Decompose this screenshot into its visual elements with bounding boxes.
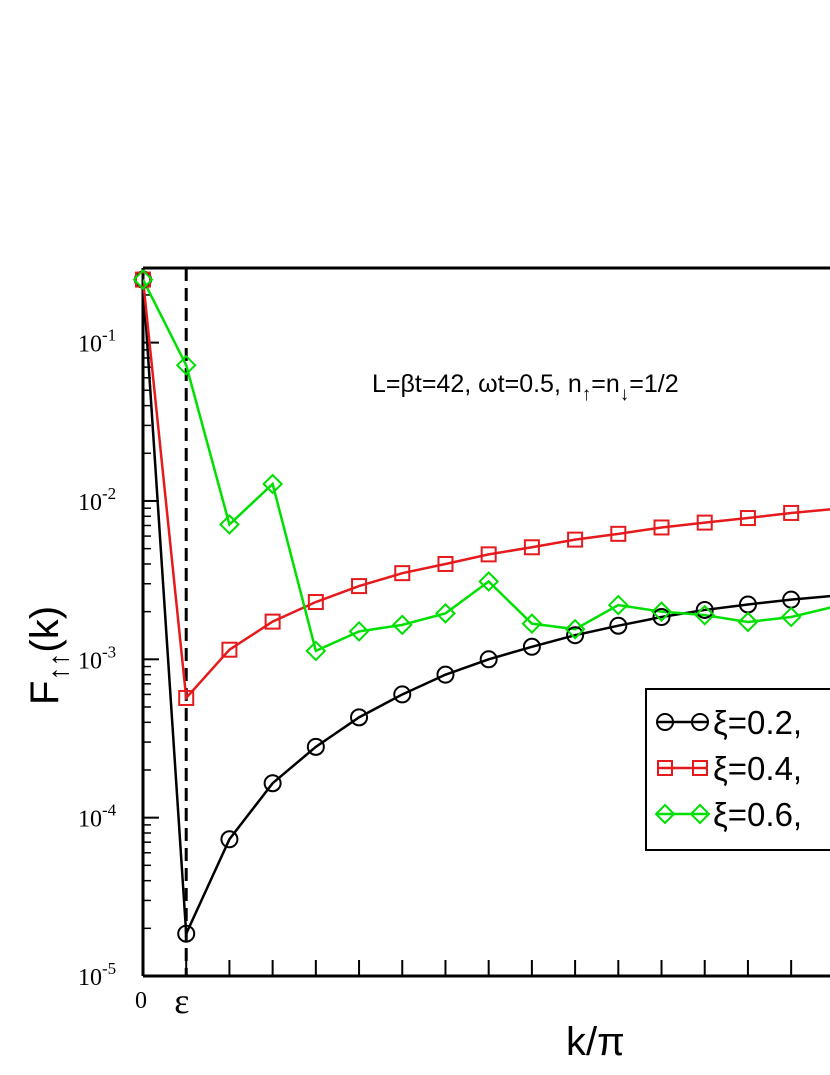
legend-marker-0 (691, 713, 709, 731)
data-point-series-1 (610, 525, 627, 542)
data-point-series-2 (737, 611, 759, 633)
data-point-series-0 (566, 626, 585, 645)
data-point-series-1 (653, 519, 670, 536)
x-axis-label: k/π (566, 1020, 625, 1064)
y-axis-label: F↑↑(k) (23, 606, 74, 705)
data-point-series-2 (435, 602, 456, 624)
annotation-text: L=βt=42, ωt=0.5, n↑=n↓=1/2 (372, 370, 679, 405)
data-point-series-0 (652, 608, 671, 627)
series-line-0 (143, 279, 830, 935)
data-point-series-0 (609, 616, 628, 635)
data-point-series-0 (393, 685, 412, 704)
data-point-series-0 (479, 650, 498, 669)
data-point-series-2 (607, 594, 629, 616)
legend-label-0: ξ=0.2, (713, 704, 802, 741)
y-tick-label: 10-1 (78, 326, 116, 358)
data-point-series-1 (135, 271, 151, 288)
data-point-series-1 (221, 641, 238, 658)
data-point-series-2 (262, 473, 284, 495)
legend-marker-1 (657, 760, 673, 776)
y-tick-label: 10-2 (78, 484, 116, 516)
legend-box (645, 688, 830, 851)
data-point-series-2 (780, 606, 802, 628)
data-point-series-1 (739, 510, 756, 527)
data-point-series-1 (307, 594, 324, 611)
data-point-series-1 (480, 546, 497, 563)
y-tick-label: 10-4 (78, 801, 117, 833)
data-point-series-2 (651, 601, 672, 623)
y-tick-label: 10-5 (78, 959, 116, 991)
series-line-2 (143, 279, 830, 653)
data-point-series-2 (478, 571, 500, 592)
series-group (143, 279, 830, 935)
legend-marker-2 (689, 803, 711, 825)
data-point-series-0 (263, 774, 282, 793)
data-point-series-0 (436, 665, 455, 684)
legend-label-1: ξ=0.4, (713, 750, 802, 787)
data-point-series-0 (695, 600, 714, 619)
markers-group (132, 269, 802, 943)
legend-marker-0 (656, 713, 674, 731)
data-point-series-1 (567, 531, 584, 548)
data-point-series-2 (564, 618, 586, 640)
axis-ticks: 10-5 10-4 10-3 10-2 10-1 0 ε (78, 294, 793, 1021)
x-tick-label-epsilon: ε (174, 981, 189, 1021)
data-point-series-1 (783, 504, 800, 521)
data-point-series-2 (175, 354, 197, 376)
legend: ξ=0.2, ξ=0.4, ξ=0.6, (645, 688, 830, 851)
data-point-series-2 (391, 614, 413, 636)
data-point-series-2 (132, 269, 154, 291)
data-point-series-2 (521, 613, 543, 635)
data-point-series-2 (348, 621, 370, 642)
series-line-1 (143, 279, 830, 701)
legend-label-2: ξ=0.6, (713, 796, 802, 833)
data-point-series-1 (523, 539, 540, 556)
x-tick-label-zero: 0 (135, 988, 147, 1014)
legend-marker-2 (654, 803, 676, 825)
data-point-series-1 (437, 555, 454, 572)
data-point-series-2 (219, 514, 240, 535)
data-point-series-0 (350, 708, 369, 727)
data-point-series-0 (177, 924, 196, 943)
data-point-series-0 (220, 830, 239, 849)
data-point-series-2 (694, 604, 716, 626)
y-tick-label: 10-3 (78, 642, 116, 674)
legend-marker-1 (692, 760, 708, 776)
data-point-series-1 (351, 578, 368, 595)
data-point-series-2 (305, 640, 327, 662)
data-point-series-1 (178, 689, 195, 706)
data-point-series-0 (522, 637, 541, 656)
data-point-series-1 (696, 514, 713, 531)
data-point-series-0 (306, 737, 325, 756)
data-point-series-1 (264, 613, 281, 630)
data-point-series-1 (394, 565, 411, 582)
